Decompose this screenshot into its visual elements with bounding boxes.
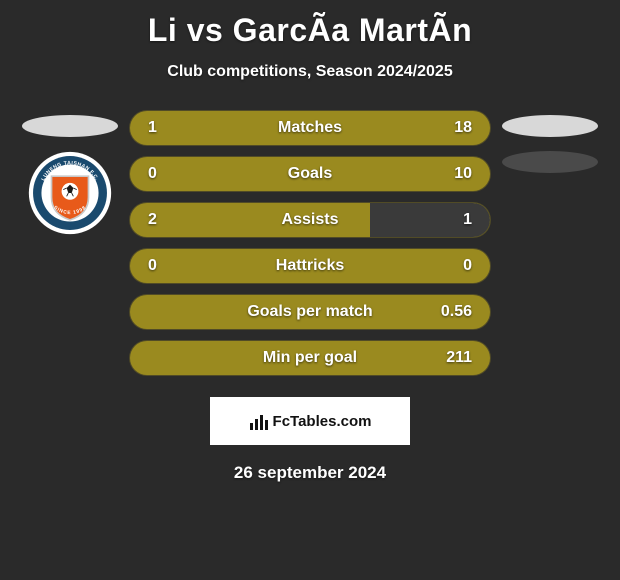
club-badge-svg: LUNENG TAISHAN F.C. SINCE 1998 [28, 151, 112, 235]
stat-label: Goals [288, 165, 332, 183]
attribution-text: FcTables.com [273, 413, 372, 430]
stat-value-right: 0 [463, 257, 472, 275]
stat-bar: Goals per match 0.56 [130, 295, 490, 329]
date-text: 26 september 2024 [234, 463, 386, 483]
chart-container: Li vs GarcÃa MartÃn Club competitions, S… [0, 0, 620, 580]
stat-value-right: 18 [454, 119, 472, 137]
right-ellipse-placeholder-2 [502, 151, 598, 173]
stat-label: Min per goal [263, 349, 357, 367]
stat-value-left: 0 [148, 257, 157, 275]
stat-value-right: 1 [463, 211, 472, 229]
stat-bar: 1 Matches 18 [130, 111, 490, 145]
stat-value-right: 211 [446, 349, 472, 367]
stat-value-right: 10 [454, 165, 472, 183]
stat-value-left: 0 [148, 165, 157, 183]
stat-value-left: 1 [148, 119, 157, 137]
stats-bars: 1Matches180Goals102Assists10Hattricks0Go… [130, 111, 490, 375]
stat-label: Matches [278, 119, 342, 137]
subtitle: Club competitions, Season 2024/2025 [167, 63, 452, 81]
left-side-column: LUNENG TAISHAN F.C. SINCE 1998 [22, 111, 118, 235]
bars-icon [249, 411, 269, 431]
right-side-column [502, 111, 598, 173]
stat-label: Hattricks [276, 257, 344, 275]
attribution-box: FcTables.com [210, 397, 410, 445]
stat-label: Assists [282, 211, 339, 229]
bar-fill-right [370, 203, 490, 237]
stat-label: Goals per match [247, 303, 372, 321]
club-badge-luneng: LUNENG TAISHAN F.C. SINCE 1998 [28, 151, 112, 235]
stat-bar: 2 Assists 1 [130, 203, 490, 237]
page-title: Li vs GarcÃa MartÃn [148, 12, 472, 49]
stat-bar: 0 Hattricks 0 [130, 249, 490, 283]
main-row: LUNENG TAISHAN F.C. SINCE 1998 1Matches1… [0, 111, 620, 375]
stat-bar: 0 Goals 10 [130, 157, 490, 191]
stat-value-left: 2 [148, 211, 157, 229]
left-ellipse-placeholder [22, 115, 118, 137]
fctables-logo: FcTables.com [249, 411, 372, 431]
stat-value-right: 0.56 [441, 303, 472, 321]
stat-bar: Min per goal 211 [130, 341, 490, 375]
right-ellipse-placeholder-1 [502, 115, 598, 137]
